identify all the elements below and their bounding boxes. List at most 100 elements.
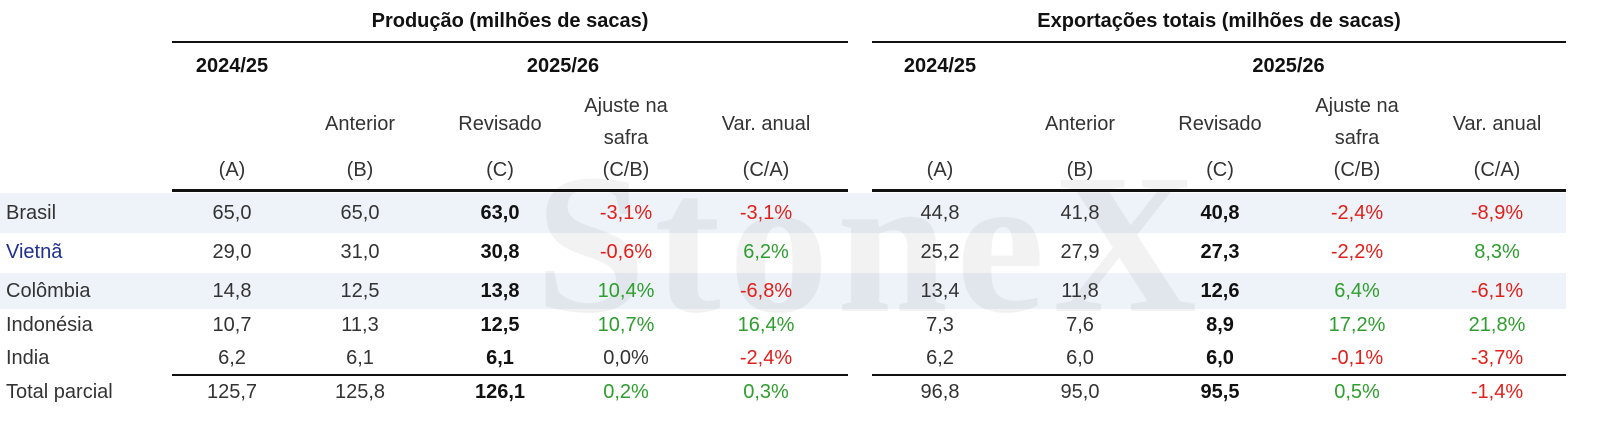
cell-value: 10,4% [597, 280, 655, 302]
cell-value: 63,0 [480, 202, 520, 224]
cell-value: 95,0 [1060, 381, 1100, 403]
cell-value: 0,5% [1334, 381, 1380, 403]
rule [872, 374, 1566, 376]
cell-value: 11,3 [341, 314, 379, 336]
cell-value: 12,5 [340, 280, 380, 302]
cell-value: 6,2% [743, 241, 789, 263]
cell-value: -3,1% [739, 202, 793, 224]
group-title: Exportações totais (milhões de sacas) [1037, 10, 1401, 32]
group-title: Produção (milhões de sacas) [371, 10, 649, 32]
column-label: Ajuste na safra [1315, 95, 1399, 149]
cell-value: 95,5 [1200, 381, 1240, 403]
cell-value: 6,0 [1066, 347, 1094, 369]
column-label: Var. anual [721, 113, 811, 135]
cell-value: 30,8 [480, 241, 520, 263]
cell-value: 31,0 [340, 241, 380, 263]
column-label: Var. anual [1452, 113, 1542, 135]
cell-value: 125,8 [334, 381, 386, 403]
cell-value: 12,6 [1200, 280, 1240, 302]
column-label: Anterior [324, 113, 396, 135]
cell-value: -0,1% [1330, 347, 1384, 369]
cell-value: 6,4% [1334, 280, 1380, 302]
column-code: (C/A) [742, 159, 790, 181]
cell-value: 29,0 [212, 241, 252, 263]
cell-value: 13,8 [480, 280, 520, 302]
row-label: Colômbia [6, 280, 91, 302]
column-code: (C) [486, 159, 514, 181]
year-curr: 2025/26 [526, 55, 600, 77]
cell-value: -8,9% [1470, 202, 1524, 224]
cell-value: 14,8 [212, 280, 252, 302]
cell-value: 44,8 [920, 202, 960, 224]
row-label: Brasil [6, 202, 57, 224]
column-label: Revisado [1178, 113, 1262, 135]
cell-value: 6,0 [1206, 347, 1234, 369]
cell-value: -6,8% [739, 280, 793, 302]
cell-value: -0,6% [599, 241, 653, 263]
year-prev: 2024/25 [903, 55, 977, 77]
rule [172, 374, 848, 376]
cell-value: 10,7% [597, 314, 655, 336]
cell-value: 65,0 [212, 202, 252, 224]
cell-value: 7,6 [1066, 314, 1094, 336]
column-label: Ajuste na safra [584, 95, 668, 149]
rule [872, 189, 1566, 192]
cell-value: 65,0 [340, 202, 380, 224]
rule [172, 189, 848, 192]
row-label: Total parcial [6, 381, 113, 403]
cell-value: 41,8 [1060, 202, 1100, 224]
cell-value: -2,2% [1330, 241, 1384, 263]
year-prev: 2024/25 [195, 55, 269, 77]
cell-value: 17,2% [1328, 314, 1386, 336]
cell-value: 0,2% [603, 381, 649, 403]
row-label: Vietnã [6, 241, 63, 263]
rule [172, 41, 848, 43]
rule [872, 41, 1566, 43]
column-code: (B) [346, 159, 374, 181]
cell-value: -6,1% [1470, 280, 1524, 302]
row-label: India [6, 347, 50, 369]
row-band [0, 273, 1566, 309]
cell-value: 0,0% [603, 347, 649, 369]
cell-value: 13,4 [920, 280, 960, 302]
column-label: Anterior [1044, 113, 1116, 135]
cell-value: 40,8 [1200, 202, 1240, 224]
cell-value: 6,2 [926, 347, 954, 369]
cell-value: 126,1 [474, 381, 526, 403]
watermark: StoneX [534, 134, 1206, 355]
cell-value: 10,7 [212, 314, 252, 336]
cell-value: 27,3 [1200, 241, 1240, 263]
cell-value: 8,3% [1474, 241, 1520, 263]
cell-value: -2,4% [1330, 202, 1384, 224]
cell-value: -1,4% [1470, 381, 1524, 403]
year-curr: 2025/26 [1252, 55, 1325, 77]
column-code: (C/A) [1473, 159, 1521, 181]
cell-value: -2,4% [739, 347, 793, 369]
cell-value: 11,8 [1061, 280, 1099, 302]
cell-value: 27,9 [1060, 241, 1100, 263]
column-code: (C/B) [1333, 159, 1381, 181]
cell-value: 8,9 [1206, 314, 1234, 336]
column-code: (A) [926, 159, 954, 181]
cell-value: 0,3% [743, 381, 789, 403]
column-code: (C/B) [602, 159, 650, 181]
row-label: Indonésia [6, 314, 93, 336]
cell-value: 6,1 [486, 347, 514, 369]
row-band [0, 193, 1566, 233]
cell-value: 6,1 [346, 347, 374, 369]
cell-value: 25,2 [920, 241, 960, 263]
cell-value: 12,5 [480, 314, 520, 336]
cell-value: 125,7 [206, 381, 258, 403]
cell-value: 96,8 [920, 381, 960, 403]
column-code: (A) [218, 159, 246, 181]
cell-value: 7,3 [926, 314, 954, 336]
column-label: Revisado [458, 113, 542, 135]
cell-value: -3,1% [599, 202, 653, 224]
cell-value: 21,8% [1468, 314, 1526, 336]
cell-value: 6,2 [218, 347, 246, 369]
column-code: (B) [1066, 159, 1094, 181]
cell-value: 16,4% [737, 314, 795, 336]
column-code: (C) [1206, 159, 1234, 181]
cell-value: -3,7% [1470, 347, 1524, 369]
